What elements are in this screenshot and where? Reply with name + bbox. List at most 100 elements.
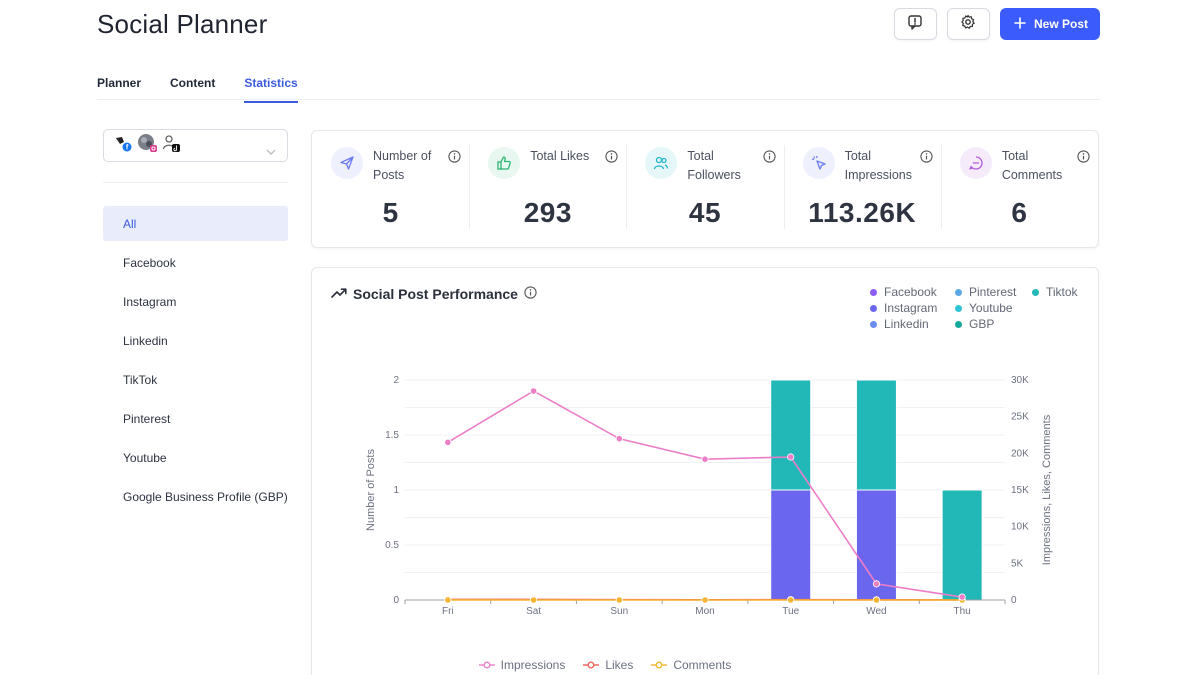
legend-label: Linkedin <box>884 317 929 331</box>
settings-button[interactable] <box>946 8 990 40</box>
tab-planner[interactable]: Planner <box>97 76 142 90</box>
legend-label: Impressions <box>500 658 566 672</box>
legend-item-impressions[interactable]: Impressions <box>478 658 566 672</box>
info-icon[interactable] <box>920 150 933 168</box>
performance-chart-card <box>311 267 1099 675</box>
legend-label: Pinterest <box>969 285 1017 299</box>
legend-item-tiktok[interactable]: Tiktok <box>1032 285 1078 299</box>
stat-label: Total Impressions <box>844 149 912 182</box>
legend-label: Youtube <box>969 301 1013 315</box>
sidebar-item-pinterest[interactable]: Pinterest <box>123 411 171 426</box>
gear-icon <box>960 14 976 35</box>
tab-statistics[interactable]: Statistics <box>244 76 298 103</box>
point-impressions <box>958 593 966 601</box>
legend-item-facebook[interactable]: Facebook <box>870 285 937 299</box>
legend-dot <box>955 304 962 312</box>
plus-icon <box>1014 16 1026 32</box>
legend-label: Instagram <box>884 301 938 315</box>
chart-title-text: Social Post Performance <box>353 286 518 302</box>
new-post-button[interactable]: New Post <box>999 8 1100 40</box>
x-tick-label: Sat <box>526 606 541 617</box>
stat-label: Total Followers <box>687 149 741 182</box>
point-comments <box>872 596 881 604</box>
new-post-label: New Post <box>1033 17 1088 31</box>
trending-up-icon <box>331 286 347 302</box>
y-tick-label: 1.5 <box>385 430 399 441</box>
legend-label: Likes <box>605 658 634 672</box>
sidebar-item-linkedin[interactable]: Linkedin <box>123 333 168 348</box>
thumbs-up-icon <box>488 147 521 179</box>
sidebar-nav: All Facebook Instagram Linkedin TikTok P… <box>103 206 288 518</box>
info-icon[interactable] <box>524 286 537 302</box>
y2-tick-label: 25K <box>1011 412 1029 423</box>
users-icon <box>645 147 678 179</box>
y2-tick-label: 15K <box>1011 485 1029 496</box>
bar-tiktok-thu <box>941 489 983 601</box>
info-icon[interactable] <box>762 150 776 168</box>
bar-instagram-tue <box>770 489 812 601</box>
account-select[interactable]: f <box>103 129 288 162</box>
stat-posts: Number of Posts 5 <box>312 131 469 247</box>
y2-tick-label: 0 <box>1011 595 1017 606</box>
sidebar-item-all[interactable]: All <box>103 206 288 241</box>
point-comments <box>444 596 452 604</box>
sidebar-item-youtube[interactable]: Youtube <box>123 450 167 465</box>
sidebar-item-instagram[interactable]: Instagram <box>123 294 177 309</box>
sidebar-item-gbp[interactable]: Google Business Profile (GBP) <box>123 489 288 504</box>
legend-line-marker <box>478 661 495 669</box>
legend-item-comments[interactable]: Comments <box>651 658 731 672</box>
sidebar-item-facebook[interactable]: Facebook <box>123 255 176 270</box>
tab-content[interactable]: Content <box>170 76 216 90</box>
y-tick-label: 0 <box>393 595 399 606</box>
legend-item-pinterest[interactable]: Pinterest <box>955 285 1016 299</box>
instagram-account-avatar <box>137 132 159 159</box>
bar-tiktok-wed <box>855 379 897 491</box>
legend-line-marker <box>651 661 668 669</box>
tabs-divider <box>97 99 1100 100</box>
stats-card: Number of Posts 5 Total Likes 293 Total … <box>311 130 1099 248</box>
feedback-icon <box>907 14 923 35</box>
info-icon[interactable] <box>1077 150 1090 168</box>
legend-label: Tiktok <box>1046 285 1078 299</box>
legend-item-linkedin[interactable]: Linkedin <box>870 317 929 331</box>
top-actions: New Post <box>893 8 1100 40</box>
x-tick-label: Sun <box>610 606 628 617</box>
bar-tiktok-tue <box>770 379 812 491</box>
y2-tick-label: 30K <box>1011 375 1029 386</box>
y-axis-title: Number of Posts <box>365 449 377 531</box>
pointer-click-icon <box>802 147 835 179</box>
chart-title: Social Post Performance <box>331 286 537 302</box>
tab-bar: Planner Content Statistics <box>97 76 327 103</box>
stat-label: Total Likes <box>530 149 590 163</box>
legend-dot <box>955 288 962 296</box>
point-impressions <box>701 455 709 463</box>
legend-item-instagram[interactable]: Instagram <box>870 301 937 315</box>
stat-comments: Total Comments 6 <box>940 131 1098 247</box>
legend-item-youtube[interactable]: Youtube <box>955 301 1013 315</box>
legend-item-likes[interactable]: Likes <box>583 658 633 672</box>
x-tick-label: Tue <box>782 606 799 617</box>
y2-tick-label: 5K <box>1011 558 1024 569</box>
legend-item-gbp[interactable]: GBP <box>955 317 994 331</box>
point-comments <box>529 596 538 604</box>
y-tick-label: 1 <box>393 485 399 496</box>
legend-dot <box>870 320 877 328</box>
sidebar-divider <box>103 182 288 183</box>
y2-tick-label: 20K <box>1011 448 1029 459</box>
point-impressions <box>615 435 623 443</box>
stat-label: Number of Posts <box>373 149 432 182</box>
feedback-button[interactable] <box>893 8 937 40</box>
y-tick-label: 2 <box>393 375 399 386</box>
info-icon[interactable] <box>448 150 461 168</box>
x-tick-label: Thu <box>954 606 971 617</box>
chart-legend-bottom: Impressions Likes Comments <box>0 658 1200 672</box>
x-tick-label: Mon <box>695 606 714 617</box>
stat-impressions: Total Impressions 113.26K <box>783 131 941 247</box>
sidebar-item-tiktok[interactable]: TikTok <box>123 372 158 387</box>
y-tick-label: 0.5 <box>385 540 399 551</box>
point-impressions <box>787 453 795 461</box>
facebook-account-avatar: f <box>114 133 134 158</box>
legend-dot <box>955 320 962 328</box>
point-impressions <box>529 387 538 395</box>
info-icon[interactable] <box>605 150 619 168</box>
